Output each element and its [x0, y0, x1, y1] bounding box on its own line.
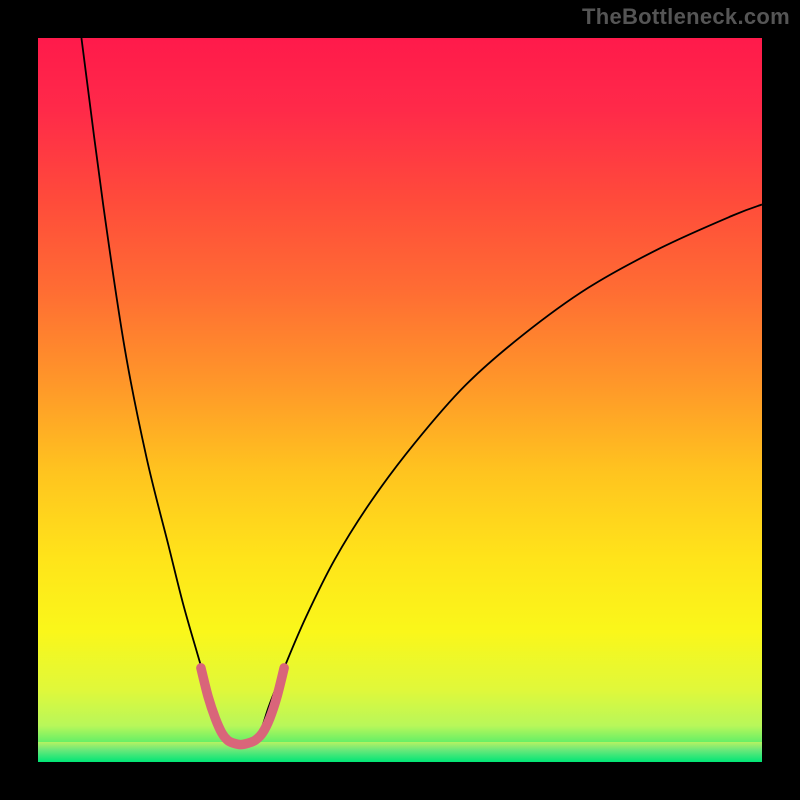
curve-right: [257, 205, 762, 739]
curve-left: [81, 38, 227, 739]
plot-area: [38, 38, 762, 762]
bottom-marker: [201, 668, 284, 745]
viewport: TheBottleneck.com: [0, 0, 800, 800]
chart-curves: [38, 38, 762, 762]
watermark-text: TheBottleneck.com: [582, 4, 790, 30]
